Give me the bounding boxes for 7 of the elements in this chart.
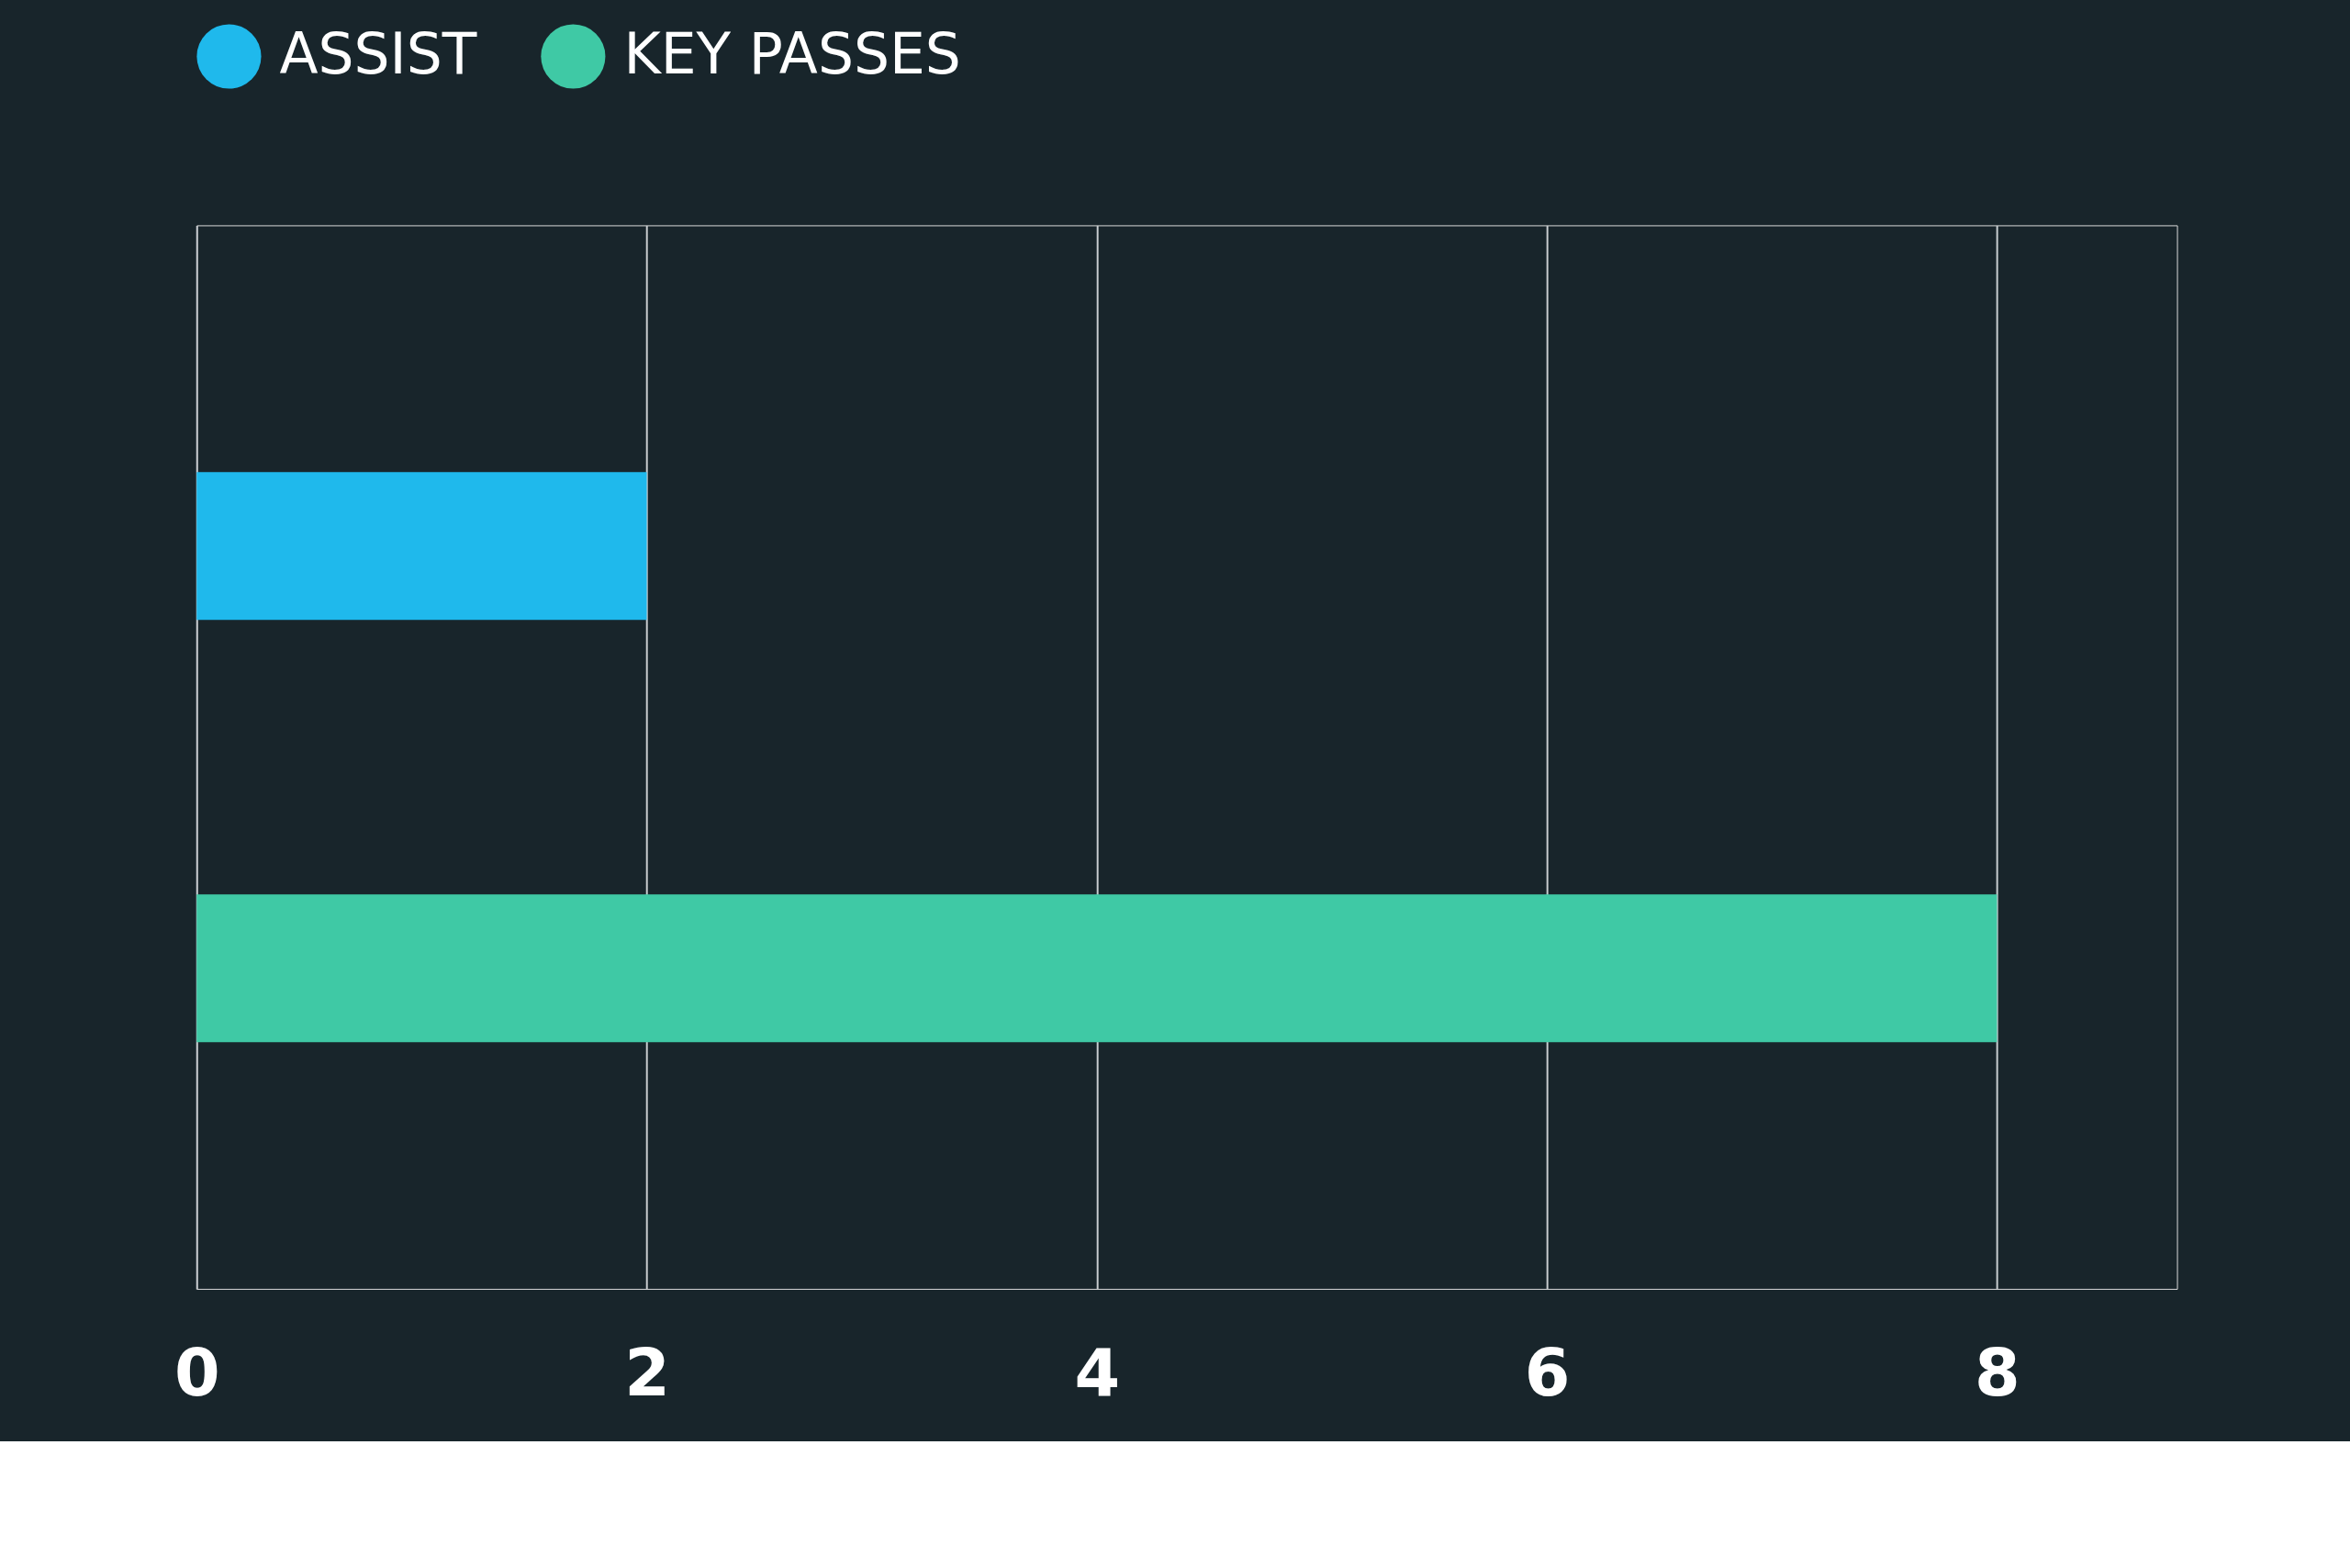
x-tick-label: 6 bbox=[1524, 1335, 1571, 1412]
x-tick-label: 0 bbox=[173, 1335, 220, 1412]
x-tick-label: 2 bbox=[624, 1335, 670, 1412]
x-tick-label: 8 bbox=[1975, 1335, 2020, 1412]
legend-label: KEY PASSES bbox=[623, 21, 961, 88]
x-tick-label: 4 bbox=[1074, 1335, 1121, 1412]
legend-label: ASSIST bbox=[279, 21, 477, 88]
